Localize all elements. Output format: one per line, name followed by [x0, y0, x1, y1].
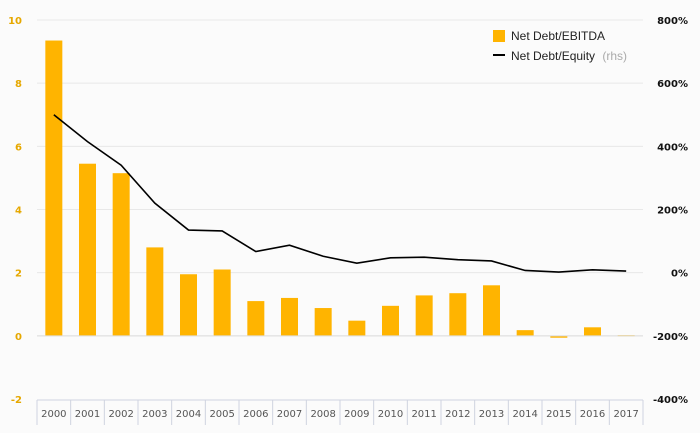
bar-2007 — [281, 297, 298, 336]
bar-2008 — [314, 308, 332, 336]
bar-2009 — [348, 320, 366, 336]
bar-2004 — [180, 274, 197, 336]
bar-2012 — [449, 293, 467, 336]
right-tick-label: 0% — [671, 269, 688, 280]
bar-2001 — [79, 163, 96, 336]
right-tick-label: 800% — [657, 16, 688, 27]
bar-2010 — [382, 305, 399, 336]
right-tick-label: -400% — [653, 395, 688, 406]
right-tick-label: 400% — [657, 142, 688, 153]
x-tick-label: 2009 — [344, 409, 369, 420]
x-tick-label: 2004 — [176, 409, 201, 420]
right-tick-label: 600% — [657, 79, 688, 90]
right-axis: -400% -200% 0% 200% 400% 600% 800% — [653, 16, 688, 406]
bar-2014 — [516, 330, 534, 336]
x-tick-label: 2011 — [411, 409, 436, 420]
bar-2005 — [213, 269, 231, 336]
bar-2016 — [584, 327, 601, 336]
legend-swatch-bar — [493, 30, 505, 42]
bar-2013 — [483, 285, 500, 336]
left-tick-label: 6 — [15, 142, 22, 153]
legend-label-line-name: Net Debt/Equity — [511, 49, 595, 63]
x-tick-label: 2007 — [277, 409, 302, 420]
legend: Net Debt/EBITDA Net Debt/Equity (rhs) — [493, 29, 627, 63]
left-axis: -2 0 2 4 6 8 10 — [8, 16, 22, 406]
legend-label-line-suffix: (rhs) — [602, 49, 627, 63]
x-tick-label: 2008 — [310, 409, 335, 420]
x-tick-label: 2003 — [142, 409, 167, 420]
x-tick-label: 2006 — [243, 409, 268, 420]
bar-2011 — [415, 295, 433, 336]
x-tick-label: 2001 — [75, 409, 100, 420]
left-tick-label: 0 — [15, 332, 22, 343]
x-tick-label: 2012 — [445, 409, 470, 420]
x-tick-label: 2014 — [512, 409, 537, 420]
x-tick-label: 2005 — [209, 409, 234, 420]
x-tick-label: 2002 — [108, 409, 133, 420]
x-tick-label: 2000 — [41, 409, 66, 420]
bar-2003 — [146, 247, 164, 336]
bar-2002 — [112, 173, 130, 336]
bar-2006 — [247, 301, 265, 336]
left-tick-label: 10 — [8, 16, 22, 27]
legend-label-line: Net Debt/Equity (rhs) — [511, 49, 627, 63]
x-tick-label: 2010 — [378, 409, 403, 420]
left-tick-label: 8 — [15, 79, 22, 90]
bar-2015 — [550, 335, 568, 338]
right-tick-label: 200% — [657, 206, 688, 217]
x-tick-label: 2015 — [546, 409, 571, 420]
x-tick-label: 2016 — [580, 409, 605, 420]
line-series — [53, 114, 627, 273]
legend-label-bar: Net Debt/EBITDA — [511, 29, 605, 43]
left-tick-label: -2 — [11, 395, 22, 406]
x-tick-label: 2013 — [479, 409, 504, 420]
left-tick-label: 4 — [15, 206, 22, 217]
bar-series — [45, 40, 635, 338]
x-tick-label: 2017 — [613, 409, 638, 420]
left-tick-label: 2 — [15, 269, 22, 280]
bar-2000 — [45, 40, 63, 336]
x-axis: 2000 2001 2002 2003 2004 2005 2006 2007 2008 2009… — [36, 399, 644, 425]
right-tick-label: -200% — [653, 332, 688, 343]
